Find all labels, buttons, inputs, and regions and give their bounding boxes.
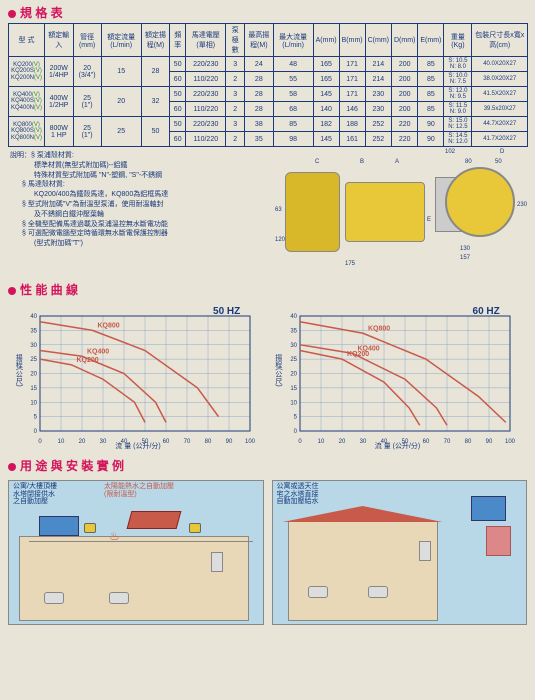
svg-text:10: 10: [290, 400, 297, 406]
svg-text:35: 35: [31, 328, 38, 334]
svg-text:10: 10: [31, 400, 38, 406]
usage-panel-1: 公寓/大樓頂樓 水塔閉接供水 之自動加壓 太陽能熱水之自動加壓 (限耐溫型) ♨: [8, 480, 264, 625]
spec-col: 額定輸入: [45, 24, 73, 57]
spec-col: C(mm): [365, 24, 391, 57]
pump-diagram: C B A 63 120 175 102 80 50 D 230 E 130 1…: [275, 147, 535, 277]
svg-text:70: 70: [184, 439, 191, 445]
chart-50hz: 50 HZ 揚程(公尺) 010203040506070809010005101…: [15, 304, 260, 449]
svg-text:20: 20: [290, 372, 297, 378]
spec-col: 重量(Kg): [444, 24, 472, 57]
svg-text:60: 60: [163, 439, 170, 445]
spec-row: KQ800(V)KQ800S(V)KQ800N(V)800W 1 HP25 (1…: [9, 117, 528, 132]
svg-text:0: 0: [39, 439, 43, 445]
spec-col: 額定揚程(M): [141, 24, 170, 57]
svg-text:80: 80: [464, 439, 471, 445]
spec-col: 最高揚程(M): [244, 24, 273, 57]
svg-text:25: 25: [31, 357, 38, 363]
svg-text:20: 20: [338, 439, 345, 445]
svg-text:KQ800: KQ800: [368, 325, 390, 332]
svg-text:30: 30: [290, 343, 297, 349]
svg-text:20: 20: [31, 372, 38, 378]
svg-text:15: 15: [290, 386, 297, 392]
spec-col: A(mm): [313, 24, 339, 57]
spec-col: D(mm): [392, 24, 418, 57]
svg-text:30: 30: [359, 439, 366, 445]
svg-text:KQ400: KQ400: [87, 348, 109, 355]
spec-col: 頻率: [170, 24, 186, 57]
chart-60hz: 60 HZ 揚程(公尺) 010203040506070809010005101…: [275, 304, 520, 449]
svg-text:90: 90: [485, 439, 492, 445]
svg-text:5: 5: [293, 415, 297, 421]
svg-text:20: 20: [79, 439, 86, 445]
svg-text:70: 70: [443, 439, 450, 445]
svg-text:0: 0: [293, 429, 297, 435]
svg-text:30: 30: [31, 343, 38, 349]
spec-col: 包裝尺寸長x寬x高(cm): [472, 24, 528, 57]
curve-title: 性 能 曲 線: [0, 277, 535, 300]
svg-text:10: 10: [317, 439, 324, 445]
spec-col: 泵極數: [226, 24, 245, 57]
usage-panel-2: 公寓或透天住 宅之水塔直接 自動加壓給水: [272, 480, 528, 625]
svg-text:30: 30: [100, 439, 107, 445]
svg-text:35: 35: [290, 328, 297, 334]
spec-col: 最大流量(L/min): [273, 24, 313, 57]
spec-col: 額定流量(L/min): [101, 24, 141, 57]
spec-row: KQ200(V)KQ200S(V)KQ200N(V)200W 1/4HP20 (…: [9, 57, 528, 72]
svg-text:0: 0: [34, 429, 38, 435]
svg-text:80: 80: [205, 439, 212, 445]
spec-col: B(mm): [339, 24, 365, 57]
svg-text:15: 15: [31, 386, 38, 392]
spec-col: 型 式: [9, 24, 45, 57]
spec-table: 型 式額定輸入管徑(mm)額定流量(L/min)額定揚程(M)頻率馬達電壓(單相…: [8, 23, 528, 147]
svg-text:KQ400: KQ400: [357, 345, 379, 352]
spec-col: 馬達電壓(單相): [186, 24, 226, 57]
spec-col: E(mm): [418, 24, 444, 57]
svg-text:60: 60: [422, 439, 429, 445]
usage-title: 用 途 與 安 裝 實 例: [0, 453, 535, 476]
svg-text:25: 25: [290, 357, 297, 363]
spec-col: 管徑(mm): [73, 24, 101, 57]
spec-title: 規 格 表: [0, 0, 535, 23]
svg-text:40: 40: [290, 314, 297, 320]
svg-text:90: 90: [226, 439, 233, 445]
spec-row: KQ400(V)KQ400S(V)KQ400N(V)400W 1/2HP25 (…: [9, 87, 528, 102]
svg-text:10: 10: [58, 439, 65, 445]
svg-text:40: 40: [31, 314, 38, 320]
notes-block: 說明：§ 泵浦殼材質: 標準材質(無型式附加碼)--鋁鐵 特殊材質型式附加碼 "…: [0, 147, 260, 253]
svg-text:KQ800: KQ800: [98, 322, 120, 329]
svg-text:100: 100: [245, 439, 256, 445]
svg-text:5: 5: [34, 415, 38, 421]
svg-text:0: 0: [298, 439, 302, 445]
svg-text:100: 100: [505, 439, 516, 445]
